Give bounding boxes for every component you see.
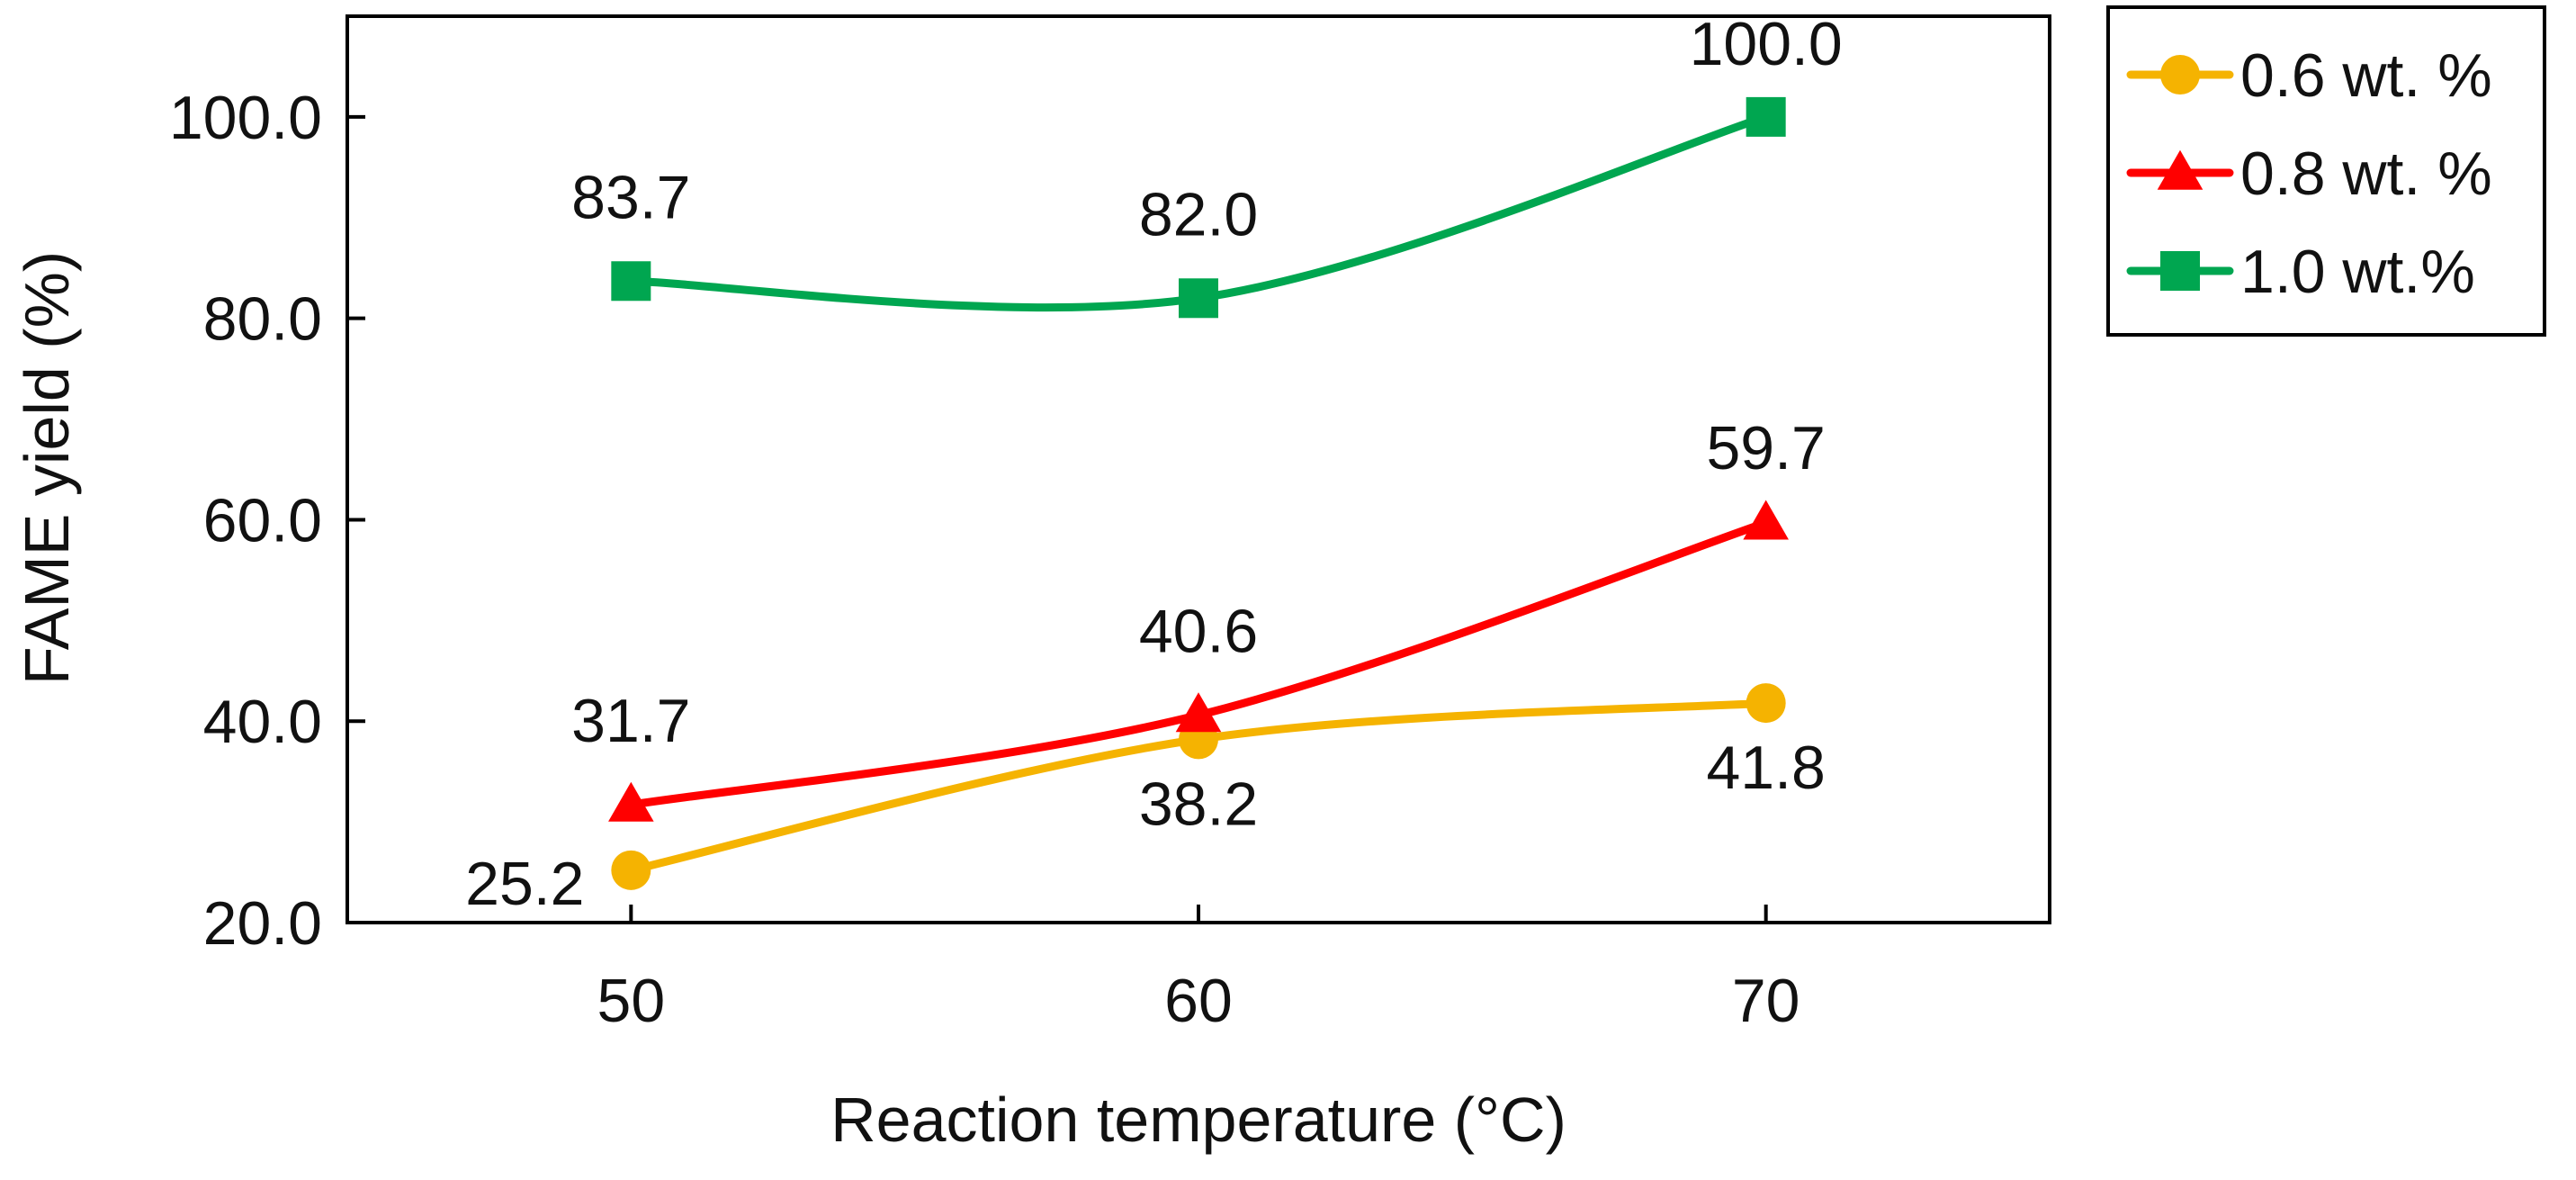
legend-marker: [2160, 55, 2200, 95]
data-point-marker: [1743, 500, 1789, 540]
legend-label: 1.0 wt.%: [2240, 238, 2475, 306]
data-label: 100.0: [1690, 10, 1843, 78]
x-tick-label: 70: [1732, 967, 1800, 1035]
data-point-marker: [611, 261, 651, 301]
y-axis-title: FAME yield (%): [12, 251, 82, 685]
data-label: 82.0: [1139, 180, 1258, 248]
data-point-marker: [1746, 683, 1786, 723]
data-label: 59.7: [1706, 414, 1825, 482]
y-tick-label: 20.0: [203, 889, 322, 958]
data-point-marker: [611, 851, 651, 890]
legend: 0.6 wt. % 0.8 wt. % 1.0 wt.%: [2108, 7, 2545, 335]
x-tick-label: 60: [1164, 967, 1233, 1035]
data-label: 31.7: [571, 687, 690, 755]
data-point-marker: [1179, 278, 1218, 318]
data-label: 83.7: [571, 163, 690, 231]
x-tick-label: 50: [597, 967, 666, 1035]
data-label: 40.6: [1139, 598, 1258, 666]
x-axis-title: Reaction temperature (°C): [830, 1085, 1566, 1155]
y-axis-ticks: 20.0 40.0 60.0 80.0 100.0: [169, 84, 365, 958]
legend-marker: [2160, 251, 2200, 291]
data-point-marker: [1746, 97, 1786, 137]
y-tick-label: 80.0: [203, 285, 322, 354]
data-label: 25.2: [465, 850, 584, 918]
data-labels: 25.2 38.2 41.8 31.7 40.6 59.7 83.7 82.0 100.0: [465, 10, 1843, 918]
data-label: 38.2: [1139, 770, 1258, 838]
line-chart: 20.0 40.0 60.0 80.0 100.0 50 60 70 25.2 38.2 41.…: [0, 0, 2576, 1180]
y-tick-label: 40.0: [203, 688, 322, 756]
y-tick-label: 100.0: [169, 84, 322, 152]
data-label: 41.8: [1706, 734, 1825, 802]
legend-label: 0.6 wt. %: [2240, 41, 2492, 110]
legend-label: 0.8 wt. %: [2240, 140, 2492, 208]
y-tick-label: 60.0: [203, 486, 322, 554]
